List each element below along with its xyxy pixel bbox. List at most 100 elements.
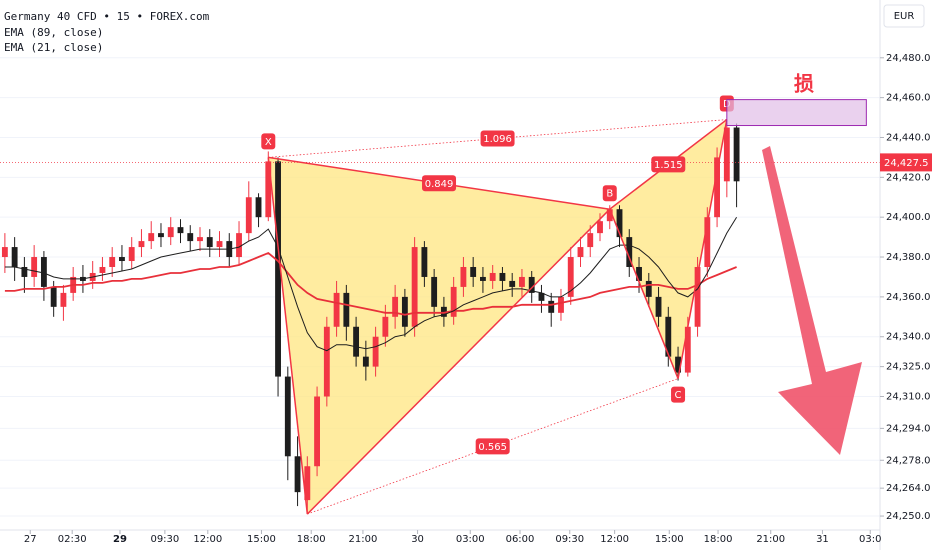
candle-body <box>314 396 320 467</box>
candle-body <box>304 466 311 501</box>
candle-body <box>714 157 720 218</box>
candle-body <box>519 276 525 287</box>
y-tick-label: 24,325.0 <box>886 362 931 373</box>
candle-body <box>675 356 681 373</box>
candle-body <box>275 161 281 377</box>
candle-body <box>480 276 486 281</box>
x-tick-label: 30 <box>411 534 424 545</box>
candle-body <box>587 233 594 248</box>
ratio-box <box>480 130 515 147</box>
candle-body <box>431 276 438 307</box>
pattern-leg <box>677 119 728 379</box>
candle-body <box>197 237 203 242</box>
ratio-box <box>422 175 457 192</box>
candle-body <box>158 233 164 238</box>
candle-body <box>11 247 18 267</box>
pattern-fill <box>609 119 727 379</box>
y-tick-label: 24,294.0 <box>886 423 931 434</box>
candle-body <box>382 316 389 337</box>
x-tick-label: 15:00 <box>655 534 684 545</box>
candle-body <box>538 292 545 301</box>
candle-body <box>567 257 574 297</box>
point-label: C <box>675 390 682 401</box>
candle-body <box>450 286 457 317</box>
candle-body <box>694 266 701 327</box>
y-tick-label: 24,278.0 <box>886 455 931 466</box>
pattern-leg <box>306 208 611 515</box>
legend-entry: EMA (21, close) <box>4 41 103 54</box>
stop-label: 损 <box>794 72 814 96</box>
pattern-fill <box>268 157 610 515</box>
candle-body <box>343 292 350 327</box>
y-tick-label: 24,380.0 <box>886 252 931 263</box>
ratio-box <box>475 438 510 455</box>
candle-body <box>119 257 125 262</box>
ratio-label: 0.565 <box>478 442 507 453</box>
candle-body <box>265 161 272 218</box>
candle-body <box>577 247 584 258</box>
candle-body <box>645 280 652 297</box>
pattern-leg <box>609 208 679 379</box>
candle-body <box>401 296 408 327</box>
x-tick-label: 18:00 <box>704 534 733 545</box>
x-tick-label: 27 <box>24 534 37 545</box>
y-tick-label: 24,310.0 <box>886 392 931 403</box>
x-tick-label: 15:00 <box>247 534 276 545</box>
last-price-label: 24,427.5 <box>884 158 929 169</box>
currency-box[interactable] <box>883 4 925 28</box>
candle-body <box>255 197 262 218</box>
candle-body <box>626 237 633 267</box>
candle-body <box>597 221 603 234</box>
candle-body <box>558 296 564 313</box>
candle-body <box>245 197 252 234</box>
x-tick-label: 31 <box>816 534 829 545</box>
candle-body <box>284 376 291 457</box>
point-label: B <box>606 189 613 200</box>
ratio-label: 0.849 <box>425 179 454 190</box>
candle-body <box>606 209 613 222</box>
candle-body <box>421 247 428 277</box>
candle-body <box>509 280 516 287</box>
candle-body <box>733 127 740 182</box>
candle-body <box>548 300 555 313</box>
ratio-label: 1.096 <box>483 134 512 145</box>
candle-body <box>216 241 223 248</box>
candle-body <box>411 247 418 327</box>
candle-body <box>353 326 360 357</box>
candle-body <box>440 306 447 317</box>
x-tick-label: 02:30 <box>58 534 87 545</box>
candle-body <box>60 292 67 307</box>
plot-area <box>0 57 880 517</box>
ema-line <box>4 251 737 316</box>
candle-body <box>21 266 28 277</box>
candle-body <box>528 276 535 293</box>
candle-body <box>236 233 242 258</box>
candle-body <box>392 296 399 317</box>
x-tick-label: 03:0 <box>859 534 881 545</box>
currency: EUR <box>894 11 915 22</box>
y-tick-label: 24,264.0 <box>886 483 931 494</box>
candle-body <box>138 241 145 248</box>
ratio-box <box>651 156 686 173</box>
ema-line <box>4 216 738 352</box>
stop-zone <box>726 99 867 127</box>
x-tick-label: 21:00 <box>756 534 785 545</box>
candle-body <box>206 237 213 248</box>
y-tick-label: 24,460.0 <box>886 93 931 104</box>
y-tick-label: 24,400.0 <box>886 212 931 223</box>
y-tick-label: 24,440.0 <box>886 132 931 143</box>
x-tick-label: 06:00 <box>506 534 535 545</box>
legend-entry: EMA (89, close) <box>4 26 103 39</box>
candle-body <box>362 356 369 367</box>
candle-body <box>99 266 106 273</box>
point-label: X <box>265 137 272 148</box>
candle-body <box>40 257 47 287</box>
y-tick-label: 24,360.0 <box>886 292 931 303</box>
candle-body <box>704 217 711 267</box>
last-price-box <box>880 153 932 172</box>
candle-body <box>1 247 8 258</box>
point-box <box>671 386 686 403</box>
candle-body <box>128 247 135 262</box>
x-tick-label: 29 <box>113 534 127 545</box>
x-tick-label: 12:00 <box>193 534 222 545</box>
